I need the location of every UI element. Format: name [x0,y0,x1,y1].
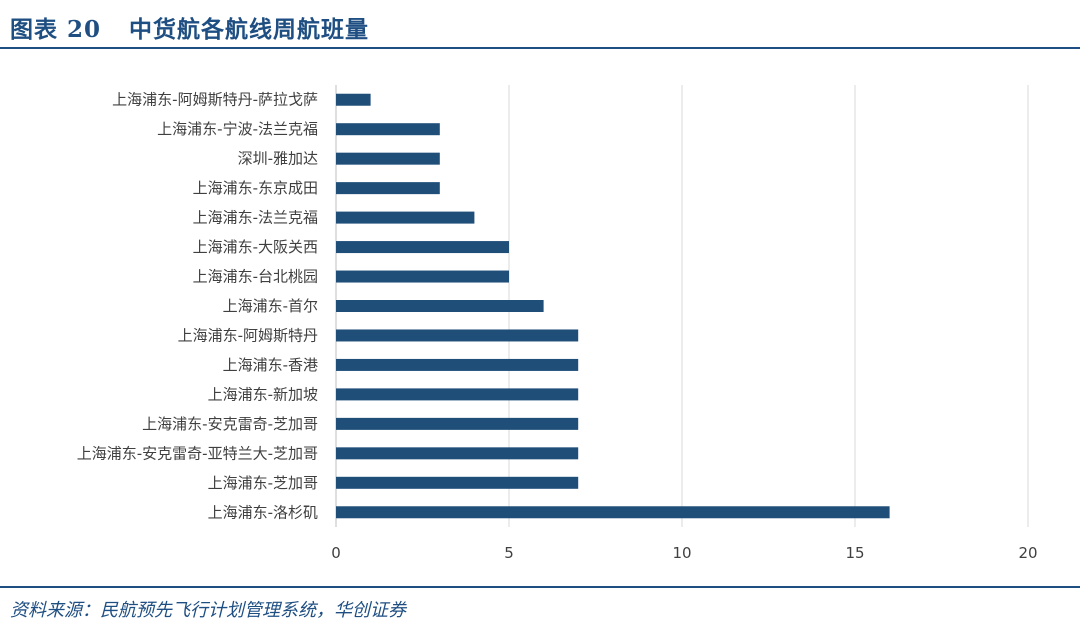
figure-header: 图表 20 中货航各航线周航班量 [10,10,369,44]
category-label: 上海浦东-香港 [223,356,318,374]
x-tick-label: 0 [331,544,341,562]
bar [336,211,475,224]
category-label: 上海浦东-阿姆斯特丹-萨拉戈萨 [112,91,318,109]
category-label: 上海浦东-宁波-法兰克福 [157,120,318,138]
category-label: 上海浦东-安克雷奇-芝加哥 [142,415,318,433]
bar [336,329,579,342]
category-label: 上海浦东-芝加哥 [208,474,318,492]
category-label: 深圳-雅加达 [238,150,318,168]
bar [336,152,440,165]
footer-rule [0,586,1080,588]
category-label: 上海浦东-安克雷奇-亚特兰大-芝加哥 [77,444,318,462]
bar [336,182,440,195]
chart-title: 中货航各航线周航班量 [129,16,370,43]
header-rule [0,47,1080,49]
bar [336,300,544,312]
bar [336,476,579,489]
bar [336,447,579,460]
bar [336,123,440,136]
bar [336,270,509,283]
x-axis-ticks: 0 5 10 15 20 [331,544,1037,562]
category-label: 上海浦东-台北桃园 [193,268,318,286]
bar [336,417,579,430]
figure-number: 图表 20 [10,16,102,43]
bar [336,241,509,254]
category-label: 上海浦东-首尔 [223,297,318,315]
category-label: 上海浦东-东京成田 [193,179,318,197]
category-label: 上海浦东-新加坡 [208,385,318,403]
category-label: 上海浦东-洛杉矶 [208,503,318,521]
bar [336,506,890,519]
bar [336,358,579,371]
x-tick-label: 10 [672,544,691,562]
category-label: 上海浦东-阿姆斯特丹 [178,326,318,344]
source-note: 资料来源：民航预先飞行计划管理系统，华创证券 [10,600,406,621]
x-tick-label: 5 [504,544,514,562]
bars [336,93,890,519]
x-tick-label: 20 [1018,544,1037,562]
bar [336,93,371,106]
category-labels: 上海浦东-阿姆斯特丹-萨拉戈萨上海浦东-宁波-法兰克福深圳-雅加达上海浦东-东京… [77,91,318,522]
category-label: 上海浦东-大阪关西 [193,238,318,256]
bar-chart: 上海浦东-阿姆斯特丹-萨拉戈萨上海浦东-宁波-法兰克福深圳-雅加达上海浦东-东京… [77,85,1038,562]
category-label: 上海浦东-法兰克福 [193,209,318,227]
x-tick-label: 15 [845,544,864,562]
bar [336,388,579,401]
